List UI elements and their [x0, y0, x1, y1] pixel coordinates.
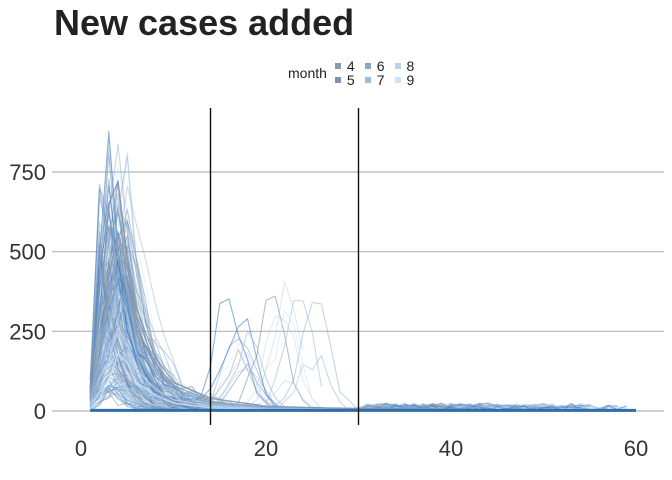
series-line-month-5 [89, 180, 637, 412]
legend-title: month [288, 65, 327, 81]
legend-key [364, 63, 371, 69]
legend-item-6: 6 [364, 58, 385, 74]
series-line-month-4 [89, 231, 637, 412]
legend-label: 7 [376, 72, 385, 88]
legend-key [364, 77, 371, 83]
series-line-month-8 [89, 327, 637, 412]
legend-item-7: 7 [364, 72, 385, 88]
legend-item-4: 4 [334, 58, 355, 74]
y-tick-label: 250 [9, 319, 46, 344]
legend-key [334, 77, 341, 83]
x-tick-label: 60 [624, 436, 648, 461]
legend-label: 9 [406, 72, 415, 88]
series-line-bg-150 [89, 309, 424, 412]
legend-key [394, 63, 401, 69]
series-line-month-7 [89, 289, 637, 412]
y-tick-label: 0 [34, 399, 46, 424]
x-tick-label: 40 [439, 436, 463, 461]
legend-item-8: 8 [394, 58, 415, 74]
legend-label: 8 [406, 58, 415, 74]
y-tick-label: 750 [9, 160, 46, 185]
x-tick-label: 20 [254, 436, 278, 461]
x-tick-label: 0 [75, 436, 87, 461]
y-tick-label: 500 [9, 240, 46, 265]
legend-label: 4 [346, 58, 355, 74]
legend-label: 5 [346, 72, 355, 88]
legend-item-5: 5 [334, 72, 355, 88]
legend-label: 6 [376, 58, 385, 74]
chart-title: New cases added [54, 2, 355, 43]
legend-item-9: 9 [394, 72, 415, 88]
legend-key [334, 63, 341, 69]
legend-key [394, 77, 401, 83]
